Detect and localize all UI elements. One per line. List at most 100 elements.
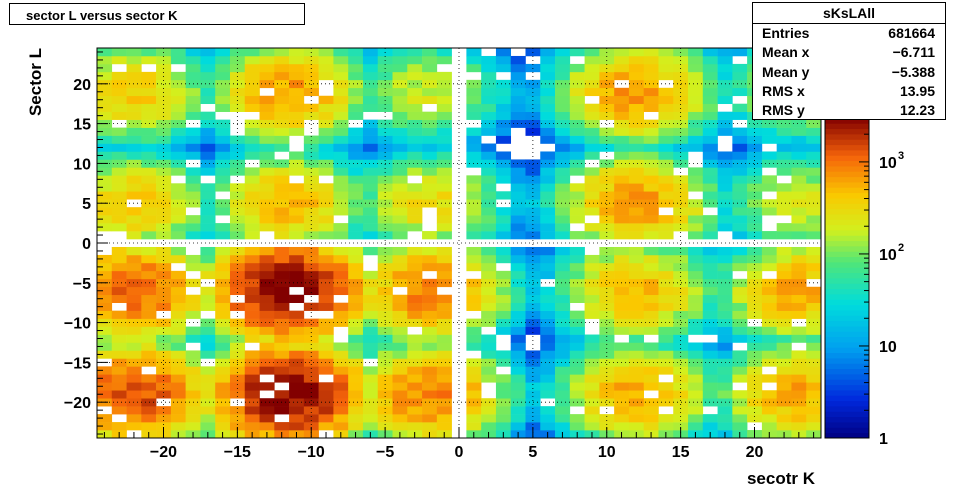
heatmap-cell (244, 278, 260, 288)
heatmap-cell (303, 159, 319, 168)
heatmap-cell (466, 207, 482, 216)
heatmap-cell (599, 270, 615, 280)
heatmap-cell (628, 183, 644, 192)
heatmap-cell (806, 175, 822, 184)
heatmap-cell (215, 310, 231, 319)
heatmap-cell (495, 48, 512, 57)
heatmap-cell (111, 103, 127, 112)
heatmap-cell (185, 350, 201, 359)
heatmap-cell (717, 406, 733, 415)
heatmap-cell (510, 159, 526, 168)
heatmap-cell (422, 111, 438, 120)
heatmap-cell (377, 294, 393, 303)
heatmap-cell (422, 422, 438, 431)
heatmap-cell (392, 366, 408, 375)
heatmap-cell (141, 223, 157, 232)
heatmap-cell (229, 302, 246, 311)
heatmap-cell (422, 374, 438, 383)
heatmap-cell (599, 143, 615, 152)
heatmap-cell (540, 48, 556, 57)
heatmap-cell (392, 175, 408, 184)
heatmap-cell (200, 199, 216, 208)
heatmap-cell (555, 374, 571, 383)
heatmap-cell (422, 87, 438, 97)
heatmap-cell (392, 382, 408, 391)
heatmap-cell (422, 382, 438, 391)
heatmap-cell (525, 254, 541, 264)
heatmap-cell (303, 79, 319, 89)
z-tick-exponent: 3 (898, 150, 904, 162)
heatmap-cell (141, 79, 157, 89)
heatmap-cell (348, 48, 364, 57)
heatmap-cell (643, 254, 659, 264)
heatmap-cell (97, 310, 113, 319)
heatmap-cell (126, 302, 142, 311)
heatmap-cell (156, 382, 172, 391)
heatmap-cell (185, 63, 201, 73)
heatmap-cell (111, 390, 127, 399)
heatmap-cell (643, 215, 659, 224)
heatmap-cell (170, 111, 186, 120)
heatmap-cell (156, 334, 172, 343)
stats-label: RMS y (762, 102, 805, 119)
heatmap-cell (170, 422, 186, 431)
heatmap-cell (333, 175, 349, 184)
heatmap-cell (244, 318, 260, 327)
heatmap-cell (436, 143, 452, 152)
heatmap-cell (318, 231, 334, 240)
heatmap-cell (599, 334, 615, 343)
heatmap-cell (244, 215, 260, 224)
heatmap-cell (111, 143, 127, 152)
heatmap-cell (584, 334, 600, 343)
heatmap-cell (303, 350, 319, 359)
heatmap-cell (377, 414, 393, 423)
heatmap-cell (791, 246, 807, 256)
heatmap-cell (407, 398, 423, 407)
heatmap-cell (362, 382, 379, 391)
heatmap-cell (259, 151, 275, 160)
heatmap-cell (614, 270, 630, 280)
palette-step (825, 144, 869, 151)
heatmap-cell (658, 366, 674, 375)
heatmap-cell (569, 191, 585, 200)
heatmap-cell (200, 167, 216, 176)
heatmap-cell (673, 278, 689, 288)
heatmap-cell (628, 159, 644, 168)
heatmap-cell (658, 183, 674, 192)
heatmap-cell (673, 215, 689, 224)
heatmap-cell (407, 191, 423, 200)
grid-lines (97, 48, 821, 438)
heatmap-cell (259, 95, 275, 105)
heatmap-cell (555, 318, 571, 327)
heatmap-cell (303, 342, 319, 351)
heatmap-cell (599, 286, 615, 296)
heatmap-cell (540, 326, 556, 335)
heatmap-cell (303, 215, 319, 224)
heatmap-cell (481, 286, 497, 296)
heatmap-cell (392, 143, 408, 152)
heatmap-cell (466, 175, 482, 184)
heatmap-cell (200, 111, 216, 120)
heatmap-cell (407, 87, 423, 97)
heatmap-cell (495, 350, 512, 359)
heatmap-cell (185, 294, 201, 303)
heatmap-cell (200, 246, 216, 256)
heatmap-cell (510, 199, 526, 208)
heatmap-cell (495, 223, 512, 232)
heatmap-cell (717, 223, 733, 232)
heatmap-cell (776, 231, 792, 240)
y-tick-label: 10 (73, 156, 91, 173)
heatmap-cell (318, 334, 334, 343)
heatmap-cell (673, 246, 689, 256)
heatmap-cell (495, 254, 512, 264)
heatmap-cell (259, 246, 275, 256)
heatmap-cell (643, 183, 659, 192)
heatmap-cell (259, 294, 275, 303)
heatmap-cell (717, 167, 733, 176)
heatmap-cell (111, 87, 127, 97)
heatmap-cell (540, 414, 556, 423)
heatmap-cell (481, 374, 497, 383)
heatmap-cell (584, 302, 600, 311)
heatmap-cell (540, 350, 556, 359)
heatmap-cell (126, 270, 142, 280)
